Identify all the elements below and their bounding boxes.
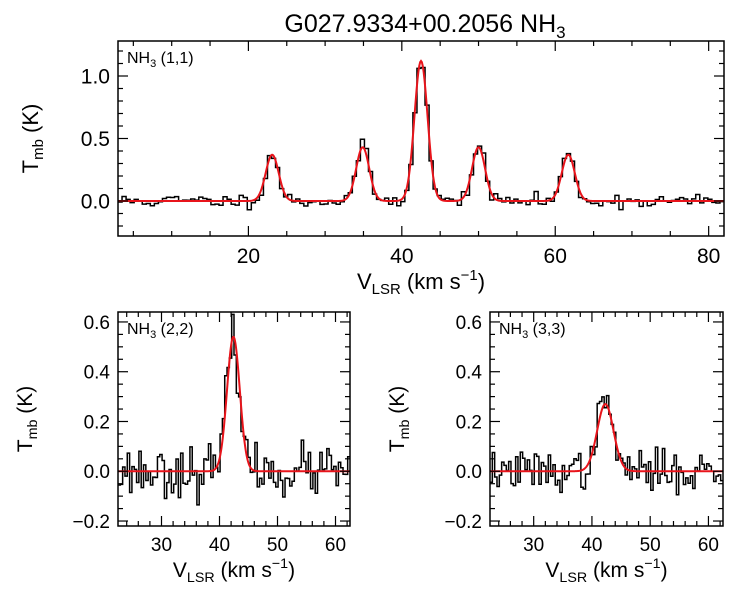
x-tick-label: 40 bbox=[209, 535, 230, 556]
x-axis-label-unit: (km s bbox=[215, 559, 272, 582]
y-tick-label: 0.6 bbox=[84, 313, 110, 334]
panel-label: NH3 (2,2) bbox=[127, 321, 194, 341]
panel-label-suffix: (1,1) bbox=[156, 50, 193, 67]
y-tick-label: 0.2 bbox=[456, 412, 482, 433]
y-axis-label-main: T bbox=[386, 439, 409, 452]
x-axis-label-main: V bbox=[545, 559, 559, 582]
y-tick-label: 0.5 bbox=[81, 128, 110, 151]
x-axis-label-unit: (km s bbox=[401, 269, 461, 294]
x-tick-label: 60 bbox=[698, 535, 719, 556]
plot-frame bbox=[117, 311, 351, 527]
panel-label-suffix: (3,3) bbox=[528, 321, 565, 338]
y-axis-label-unit: (K) bbox=[18, 104, 43, 139]
y-axis-label: Tmb (K) bbox=[386, 386, 413, 452]
panel-label-suffix: (2,2) bbox=[156, 321, 193, 338]
y-axis-label-sub: mb bbox=[30, 139, 47, 160]
fit-curve-line bbox=[118, 59, 724, 202]
y-tick-label: 0.0 bbox=[456, 462, 482, 483]
y-axis-label-unit: (K) bbox=[14, 386, 37, 420]
x-tick-label: 40 bbox=[581, 535, 602, 556]
x-tick-label: 40 bbox=[390, 245, 413, 268]
y-tick-label: −0.2 bbox=[444, 512, 482, 533]
x-axis-label-sub: LSR bbox=[559, 570, 587, 586]
x-tick-label: 20 bbox=[237, 245, 260, 268]
panel-label-sub: 3 bbox=[150, 329, 156, 341]
y-axis-label: Tmb (K) bbox=[18, 104, 47, 174]
observed-spectrum-line bbox=[118, 66, 724, 211]
y-tick-label: 0.0 bbox=[84, 462, 110, 483]
y-axis-label-main: T bbox=[18, 160, 43, 173]
x-axis-label-end: ) bbox=[661, 559, 668, 582]
plot-frame bbox=[489, 311, 724, 527]
x-axis-label: VLSR (km s−1) bbox=[357, 267, 485, 298]
y-axis-label: Tmb (K) bbox=[14, 386, 41, 452]
y-tick-label: 0.2 bbox=[84, 412, 110, 433]
x-axis-label-sup: −1 bbox=[461, 267, 478, 284]
fit-curve-line bbox=[118, 335, 350, 473]
x-axis-label-sub: LSR bbox=[372, 281, 401, 298]
panel-label: NH3 (3,3) bbox=[499, 321, 566, 341]
y-axis-label-unit: (K) bbox=[386, 386, 409, 420]
y-axis-label-sub: mb bbox=[25, 420, 41, 440]
chart-panel-bottom-left: 30 40 50 60 −0.2 0.0 0.2 0.4 0.6 VLSR (km s−1) Tmb… bbox=[14, 311, 351, 586]
x-axis-label-sup: −1 bbox=[644, 556, 660, 572]
x-tick-label: 60 bbox=[544, 245, 567, 268]
panel-label-main: NH bbox=[499, 321, 522, 338]
observed-spectrum-line bbox=[490, 394, 723, 496]
fit-curve-line bbox=[490, 403, 723, 473]
x-tick-label: 50 bbox=[267, 535, 288, 556]
x-tick-label: 30 bbox=[523, 535, 544, 556]
y-tick-label: 0.4 bbox=[456, 363, 483, 384]
panel-label-sub: 3 bbox=[522, 329, 528, 341]
panel-label-main: NH bbox=[127, 50, 150, 67]
y-tick-label: 0.4 bbox=[84, 363, 111, 384]
x-tick-label: 60 bbox=[325, 535, 346, 556]
figure-title-sub: 3 bbox=[556, 23, 565, 42]
x-axis-label-main: V bbox=[357, 269, 372, 294]
panel-label: NH3 (1,1) bbox=[127, 50, 194, 70]
x-axis-label-main: V bbox=[173, 559, 187, 582]
y-axis-label-sub: mb bbox=[397, 420, 413, 440]
x-tick-label: 30 bbox=[151, 535, 172, 556]
panel-label-main: NH bbox=[127, 321, 150, 338]
x-axis-label-unit: (km s bbox=[587, 559, 644, 582]
figure-title: G027.9334+00.2056 NH3 bbox=[284, 10, 565, 42]
y-axis-label-main: T bbox=[14, 439, 37, 452]
y-tick-label: −0.2 bbox=[72, 512, 110, 533]
x-axis-label-end: ) bbox=[478, 269, 485, 294]
x-axis-label-end: ) bbox=[288, 559, 295, 582]
observed-spectrum-line bbox=[118, 313, 350, 506]
x-axis-label: VLSR (km s−1) bbox=[545, 556, 667, 586]
x-axis-label-sub: LSR bbox=[187, 570, 215, 586]
y-tick-label: 0.6 bbox=[456, 313, 482, 334]
y-tick-label: 1.0 bbox=[81, 66, 110, 89]
chart-panel-bottom-right: 30 40 50 60 −0.2 0.0 0.2 0.4 0.6 VLSR (km s−1) Tmb… bbox=[386, 311, 724, 586]
figure-title-main: G027.9334+00.2056 NH bbox=[284, 10, 556, 38]
x-axis-label: VLSR (km s−1) bbox=[173, 556, 295, 586]
x-tick-label: 80 bbox=[697, 245, 720, 268]
plot-frame bbox=[117, 40, 725, 237]
y-tick-label: 0.0 bbox=[81, 191, 110, 214]
x-axis-label-sup: −1 bbox=[272, 556, 288, 572]
chart-panel-top: 20 40 60 80 0.0 0.5 1.0 VLSR (km s−1) Tmb (K) NH3… bbox=[18, 40, 725, 298]
x-tick-label: 50 bbox=[640, 535, 661, 556]
panel-label-sub: 3 bbox=[150, 58, 156, 70]
